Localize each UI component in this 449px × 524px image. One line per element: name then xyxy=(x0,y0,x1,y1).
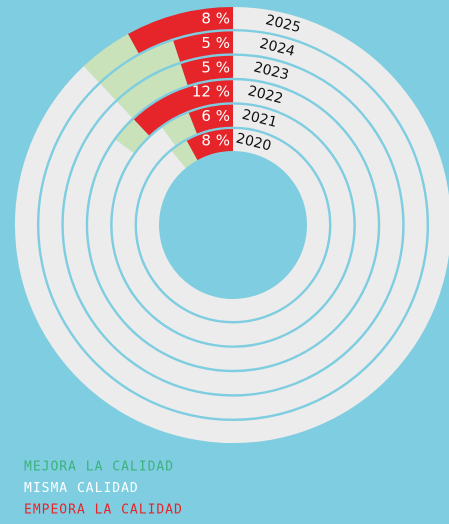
value-label: 8 % xyxy=(201,132,230,150)
ring-segment xyxy=(88,80,378,370)
ring-segment xyxy=(117,64,188,118)
ring-segment xyxy=(171,140,198,169)
ring-segment xyxy=(100,40,181,101)
ring-segment xyxy=(39,31,427,419)
value-label: 8 % xyxy=(201,10,230,28)
ring-segment xyxy=(188,104,234,134)
ring-segment xyxy=(83,33,139,83)
ring-segment xyxy=(133,80,234,136)
legend-label: EMPEORA LA CALIDAD xyxy=(24,503,183,518)
ring-segment xyxy=(180,55,234,86)
ring-segment xyxy=(15,7,449,443)
ring-segment xyxy=(112,104,354,346)
value-label: 12 % xyxy=(192,83,230,101)
ring-segment xyxy=(127,7,234,54)
ring-segment xyxy=(186,129,234,161)
ring-segment xyxy=(173,31,234,62)
legend-label: MEJORA LA CALIDAD xyxy=(24,460,174,475)
legend-label: MISMA CALIDAD xyxy=(24,481,139,496)
value-label: 5 % xyxy=(201,58,230,76)
ring-segment xyxy=(115,119,150,154)
value-label: 6 % xyxy=(201,107,230,125)
value-label: 5 % xyxy=(201,34,230,52)
ring-segment xyxy=(137,129,329,321)
ring-segment xyxy=(63,55,403,395)
ring-segment xyxy=(162,113,198,146)
